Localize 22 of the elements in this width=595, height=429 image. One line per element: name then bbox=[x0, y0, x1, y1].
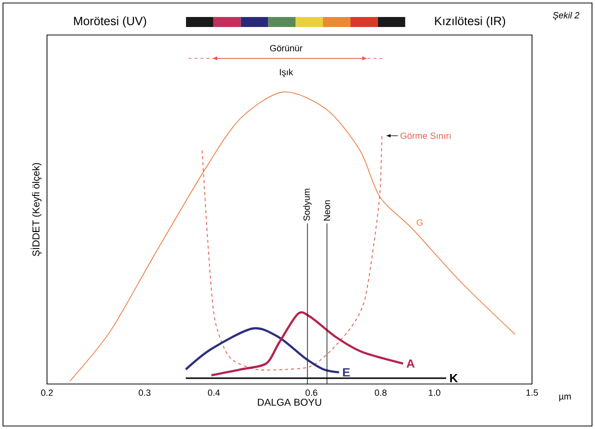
text: Kızılötesi (IR) bbox=[435, 16, 506, 28]
text: Şekil 2 bbox=[552, 12, 580, 20]
x-tick-label: 1.5 bbox=[526, 390, 538, 396]
text: µm bbox=[559, 394, 571, 402]
x-axis-title: DALGA BOYU bbox=[258, 398, 322, 406]
series-label: A bbox=[406, 359, 415, 368]
x-tick-label: 0.3 bbox=[138, 390, 150, 396]
text: Morötesi (UV) bbox=[74, 16, 146, 28]
series-label: E bbox=[343, 368, 350, 376]
text: Görme Sınırı bbox=[400, 132, 451, 139]
x-tick-label: 0.6 bbox=[306, 390, 318, 396]
text: Görünür bbox=[270, 44, 302, 52]
y-axis-title: ŞİDDET (Keyfi ölçek) bbox=[30, 163, 42, 256]
text: Işık bbox=[280, 68, 294, 78]
x-tick-label: 0.8 bbox=[374, 390, 387, 396]
series-label: G bbox=[416, 219, 423, 226]
ref-line-label: Neon bbox=[324, 200, 330, 220]
series-label: K bbox=[450, 374, 458, 382]
x-tick-label: 0.2 bbox=[41, 390, 53, 396]
ref-line-label: Sodyum bbox=[303, 188, 312, 221]
x-tick-label: 1.0 bbox=[428, 390, 440, 396]
x-tick-label: 0.4 bbox=[208, 390, 220, 396]
